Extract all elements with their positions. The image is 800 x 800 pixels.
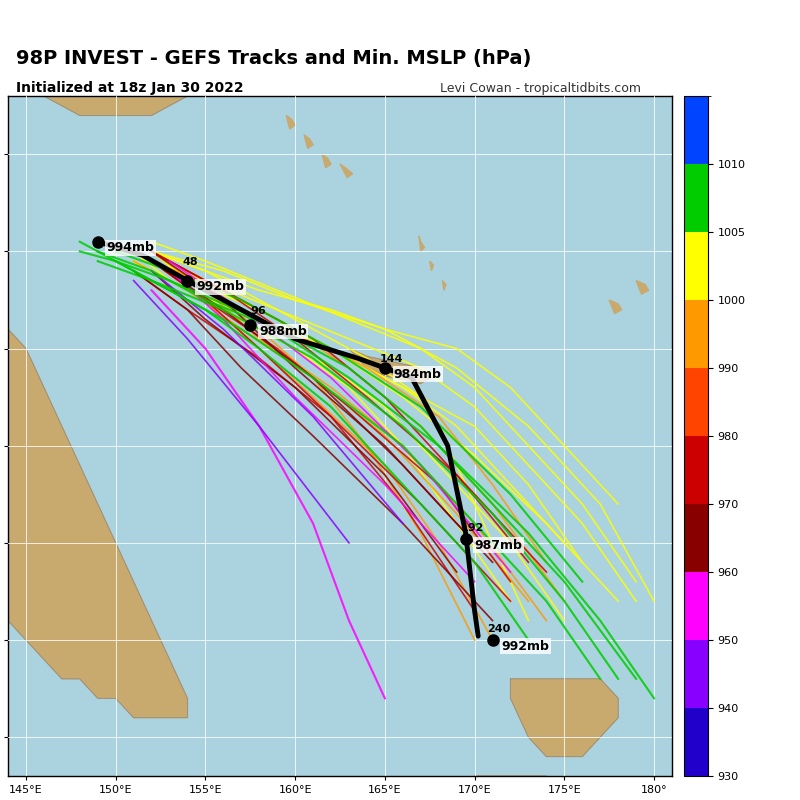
Polygon shape (510, 679, 618, 757)
Polygon shape (636, 281, 649, 294)
Text: 992mb: 992mb (502, 640, 550, 653)
Text: 192: 192 (460, 523, 484, 533)
Polygon shape (8, 96, 672, 776)
Text: 98P INVEST - GEFS Tracks and Min. MSLP (hPa): 98P INVEST - GEFS Tracks and Min. MSLP (… (16, 49, 531, 68)
Polygon shape (0, 0, 206, 115)
Polygon shape (609, 300, 622, 314)
Polygon shape (419, 236, 424, 251)
Text: Levi Cowan - tropicaltidbits.com: Levi Cowan - tropicaltidbits.com (440, 82, 641, 95)
Polygon shape (0, 193, 187, 718)
Text: Initialized at 18z Jan 30 2022: Initialized at 18z Jan 30 2022 (16, 81, 244, 95)
Text: 48: 48 (182, 257, 198, 267)
Polygon shape (442, 281, 446, 290)
Text: 96: 96 (250, 306, 266, 315)
Polygon shape (430, 261, 434, 271)
Text: 994mb: 994mb (106, 242, 154, 254)
Text: 984mb: 984mb (394, 368, 442, 381)
Text: 240: 240 (487, 624, 510, 634)
Polygon shape (349, 349, 430, 383)
Text: 144: 144 (379, 354, 403, 364)
Polygon shape (304, 135, 313, 149)
Polygon shape (286, 115, 295, 129)
Polygon shape (438, 776, 564, 800)
Polygon shape (322, 154, 331, 168)
Text: 987mb: 987mb (474, 538, 522, 552)
Text: 988mb: 988mb (259, 325, 307, 338)
Polygon shape (340, 164, 353, 178)
Text: 992mb: 992mb (197, 280, 244, 294)
